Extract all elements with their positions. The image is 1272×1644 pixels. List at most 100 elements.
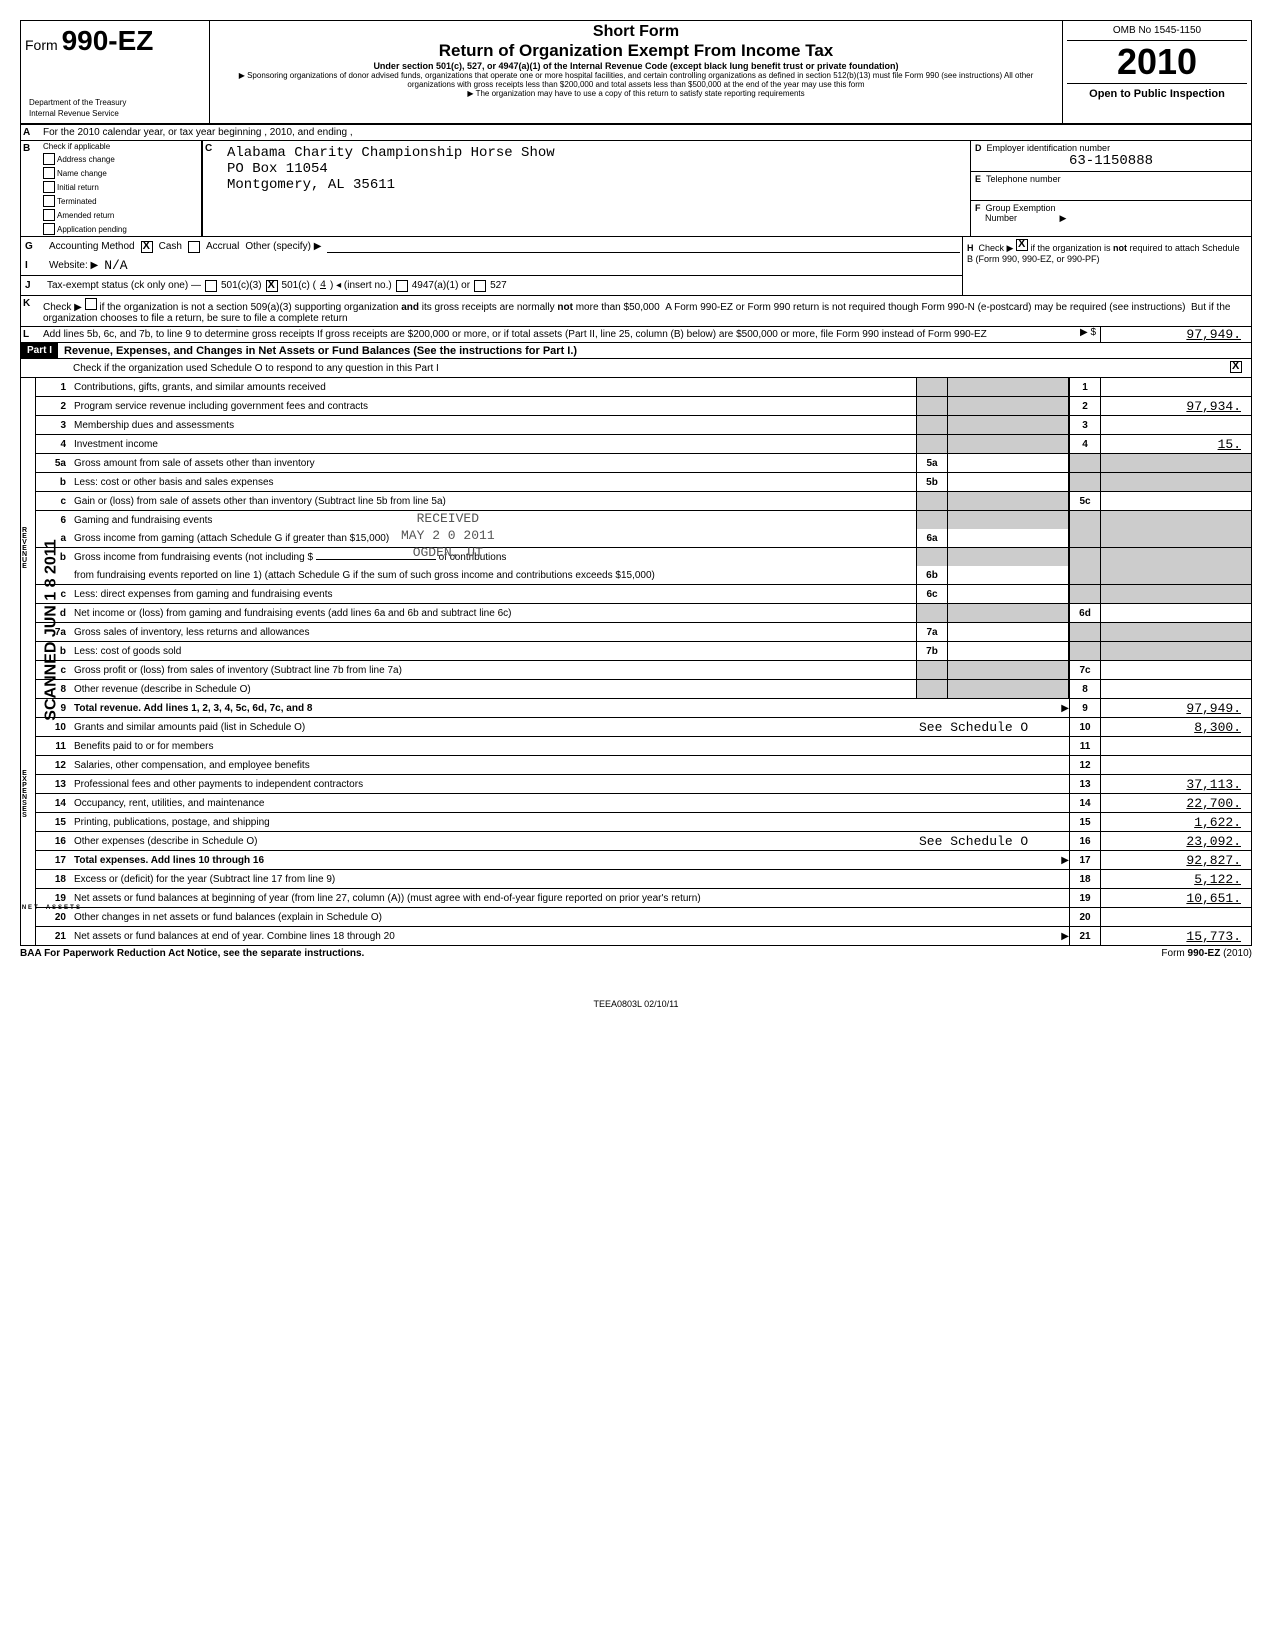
checkbox-4947a[interactable] xyxy=(396,280,408,292)
l6a-desc: Gross income from gaming (attach Schedul… xyxy=(72,531,916,546)
l6b-desc1: Gross income from fundraising events (no… xyxy=(74,552,313,563)
l6c-desc: Less: direct expenses from gaming and fu… xyxy=(72,587,916,602)
net-assets-vert-label: NET ASSETS xyxy=(21,905,35,910)
l6-desc: Gaming and fundraising events xyxy=(72,513,916,528)
phone-label: E Telephone number xyxy=(975,174,1247,184)
label-name: Name change xyxy=(57,169,107,178)
501c3-label: 501(c)(3) xyxy=(221,280,262,291)
l6d-desc: Net income or (loss) from gaming and fun… xyxy=(72,606,916,621)
expenses-vert-label: EXPENSES xyxy=(21,770,35,818)
part-1-header: Part I Revenue, Expenses, and Changes in… xyxy=(21,343,1251,359)
l13-val: 37,113. xyxy=(1100,775,1251,793)
4947a-label: 4947(a)(1) or xyxy=(412,280,470,291)
l1-desc: Contributions, gifts, grants, and simila… xyxy=(72,380,916,395)
l9-val: 97,949. xyxy=(1100,699,1251,717)
l12-desc: Salaries, other compensation, and employ… xyxy=(72,758,1069,773)
checkbox-pending[interactable] xyxy=(43,223,55,235)
check-header: Check if applicable xyxy=(41,141,201,152)
checkbox-accrual[interactable] xyxy=(188,241,200,253)
checkbox-501c[interactable] xyxy=(266,280,278,292)
year-cell: OMB No 1545-1150 2010 Open to Public Ins… xyxy=(1063,21,1251,123)
l18-val: 5,122. xyxy=(1100,870,1251,888)
l4-val: 15. xyxy=(1100,435,1251,453)
state-note: ▶ The organization may have to use a cop… xyxy=(220,89,1052,98)
website-label: Website: ▶ xyxy=(49,260,98,271)
checkbox-name[interactable] xyxy=(43,167,55,179)
checkbox-k[interactable] xyxy=(85,298,97,310)
label-address: Address change xyxy=(57,155,115,164)
l16-desc: Other expenses (describe in Schedule O) xyxy=(72,834,919,849)
line-k: K Check ▶ if the organization is not a s… xyxy=(21,296,1251,327)
revenue-section: REVENUE 1Contributions, gifts, grants, a… xyxy=(21,378,1251,718)
l14-val: 22,700. xyxy=(1100,794,1251,812)
checkbox-501c3[interactable] xyxy=(205,280,217,292)
l5a-desc: Gross amount from sale of assets other t… xyxy=(72,456,916,471)
ein-value: 63-1150888 xyxy=(975,153,1247,169)
label-pending: Application pending xyxy=(57,225,127,234)
line-a: A For the 2010 calendar year, or tax yea… xyxy=(21,125,1251,141)
l7a-desc: Gross sales of inventory, less returns a… xyxy=(72,625,916,640)
short-form-label: Short Form xyxy=(220,23,1052,41)
part-1-label: Part I xyxy=(21,343,58,358)
form-header: Form 990-EZ Department of the Treasury I… xyxy=(21,21,1251,125)
checkbox-address[interactable] xyxy=(43,153,55,165)
line-h: H Check ▶ if the organization is not req… xyxy=(962,237,1251,295)
tax-exempt-label: Tax-exempt status (ck only one) — xyxy=(47,280,201,291)
checkbox-h[interactable] xyxy=(1016,239,1028,251)
page-footer: BAA For Paperwork Reduction Act Notice, … xyxy=(20,946,1252,959)
org-city: Montgomery, AL 35611 xyxy=(227,177,966,193)
label-terminated: Terminated xyxy=(57,197,97,206)
l11-desc: Benefits paid to or for members xyxy=(72,739,1069,754)
title-cell: Short Form Return of Organization Exempt… xyxy=(210,21,1063,123)
checkbox-amended[interactable] xyxy=(43,209,55,221)
revenue-vert-label: REVENUE xyxy=(21,527,35,569)
scanned-stamp: SCANNED JUN 1 8 2011 xyxy=(43,539,61,720)
l15-desc: Printing, publications, postage, and shi… xyxy=(72,815,1069,830)
l13-desc: Professional fees and other payments to … xyxy=(72,777,1069,792)
l16-sched: See Schedule O xyxy=(919,834,1069,849)
l21-desc: Net assets or fund balances at end of ye… xyxy=(72,929,1049,944)
footer-center: TEEA0803L 02/10/11 xyxy=(20,999,1252,1009)
checkbox-schedule-o[interactable] xyxy=(1230,361,1242,373)
l1-val xyxy=(1100,378,1251,396)
net-assets-section: NET ASSETS 18Excess or (deficit) for the… xyxy=(21,870,1251,945)
checkbox-527[interactable] xyxy=(474,280,486,292)
line-l-value: 97,949. xyxy=(1100,327,1251,342)
expenses-section: EXPENSES 10Grants and similar amounts pa… xyxy=(21,718,1251,870)
checkbox-terminated[interactable] xyxy=(43,195,55,207)
l2-desc: Program service revenue including govern… xyxy=(72,399,916,414)
check-column: Check if applicable Address change Name … xyxy=(41,141,202,236)
l4-desc: Investment income xyxy=(72,437,916,452)
sponsor-note: ▶ Sponsoring organizations of donor advi… xyxy=(220,71,1052,89)
part-1-title: Revenue, Expenses, and Changes in Net As… xyxy=(58,345,577,357)
label-initial: Initial return xyxy=(57,183,99,192)
org-name: Alabama Charity Championship Horse Show xyxy=(227,145,966,161)
line-l-arrow: ▶ $ xyxy=(1056,327,1100,342)
501c-label: 501(c) ( xyxy=(282,280,316,291)
l6b-desc3: from fundraising events reported on line… xyxy=(72,568,916,583)
l8-desc: Other revenue (describe in Schedule O) xyxy=(72,682,916,697)
l14-desc: Occupancy, rent, utilities, and maintena… xyxy=(72,796,1069,811)
line-l: L Add lines 5b, 6c, and 7b, to line 9 to… xyxy=(21,327,1251,343)
l15-val: 1,622. xyxy=(1100,813,1251,831)
checkbox-initial[interactable] xyxy=(43,181,55,193)
line-a-text: For the 2010 calendar year, or tax year … xyxy=(41,125,1251,140)
right-info: D Employer identification number 63-1150… xyxy=(971,141,1251,236)
footer-right: Form 990-EZ (2010) xyxy=(1161,948,1252,959)
checkbox-cash[interactable] xyxy=(141,241,153,253)
dept-treasury: Department of the Treasury xyxy=(25,97,205,108)
acct-method-label: Accounting Method xyxy=(49,241,135,252)
l21-val: 15,773. xyxy=(1100,927,1251,945)
org-address: PO Box 11054 xyxy=(227,161,966,177)
l7c-desc: Gross profit or (loss) from sales of inv… xyxy=(72,663,916,678)
open-public: Open to Public Inspection xyxy=(1067,84,1247,100)
l5c-desc: Gain or (loss) from sale of assets other… xyxy=(72,494,916,509)
l19-desc: Net assets or fund balances at beginning… xyxy=(72,891,1069,906)
l7b-desc: Less: cost of goods sold xyxy=(72,644,916,659)
form-number: 990-EZ xyxy=(62,25,154,56)
l3-desc: Membership dues and assessments xyxy=(72,418,916,433)
website-value: N/A xyxy=(104,258,127,273)
l18-desc: Excess or (deficit) for the year (Subtra… xyxy=(72,872,1069,887)
501c-num: 4 xyxy=(320,280,326,291)
other-label: Other (specify) ▶ xyxy=(245,241,321,252)
